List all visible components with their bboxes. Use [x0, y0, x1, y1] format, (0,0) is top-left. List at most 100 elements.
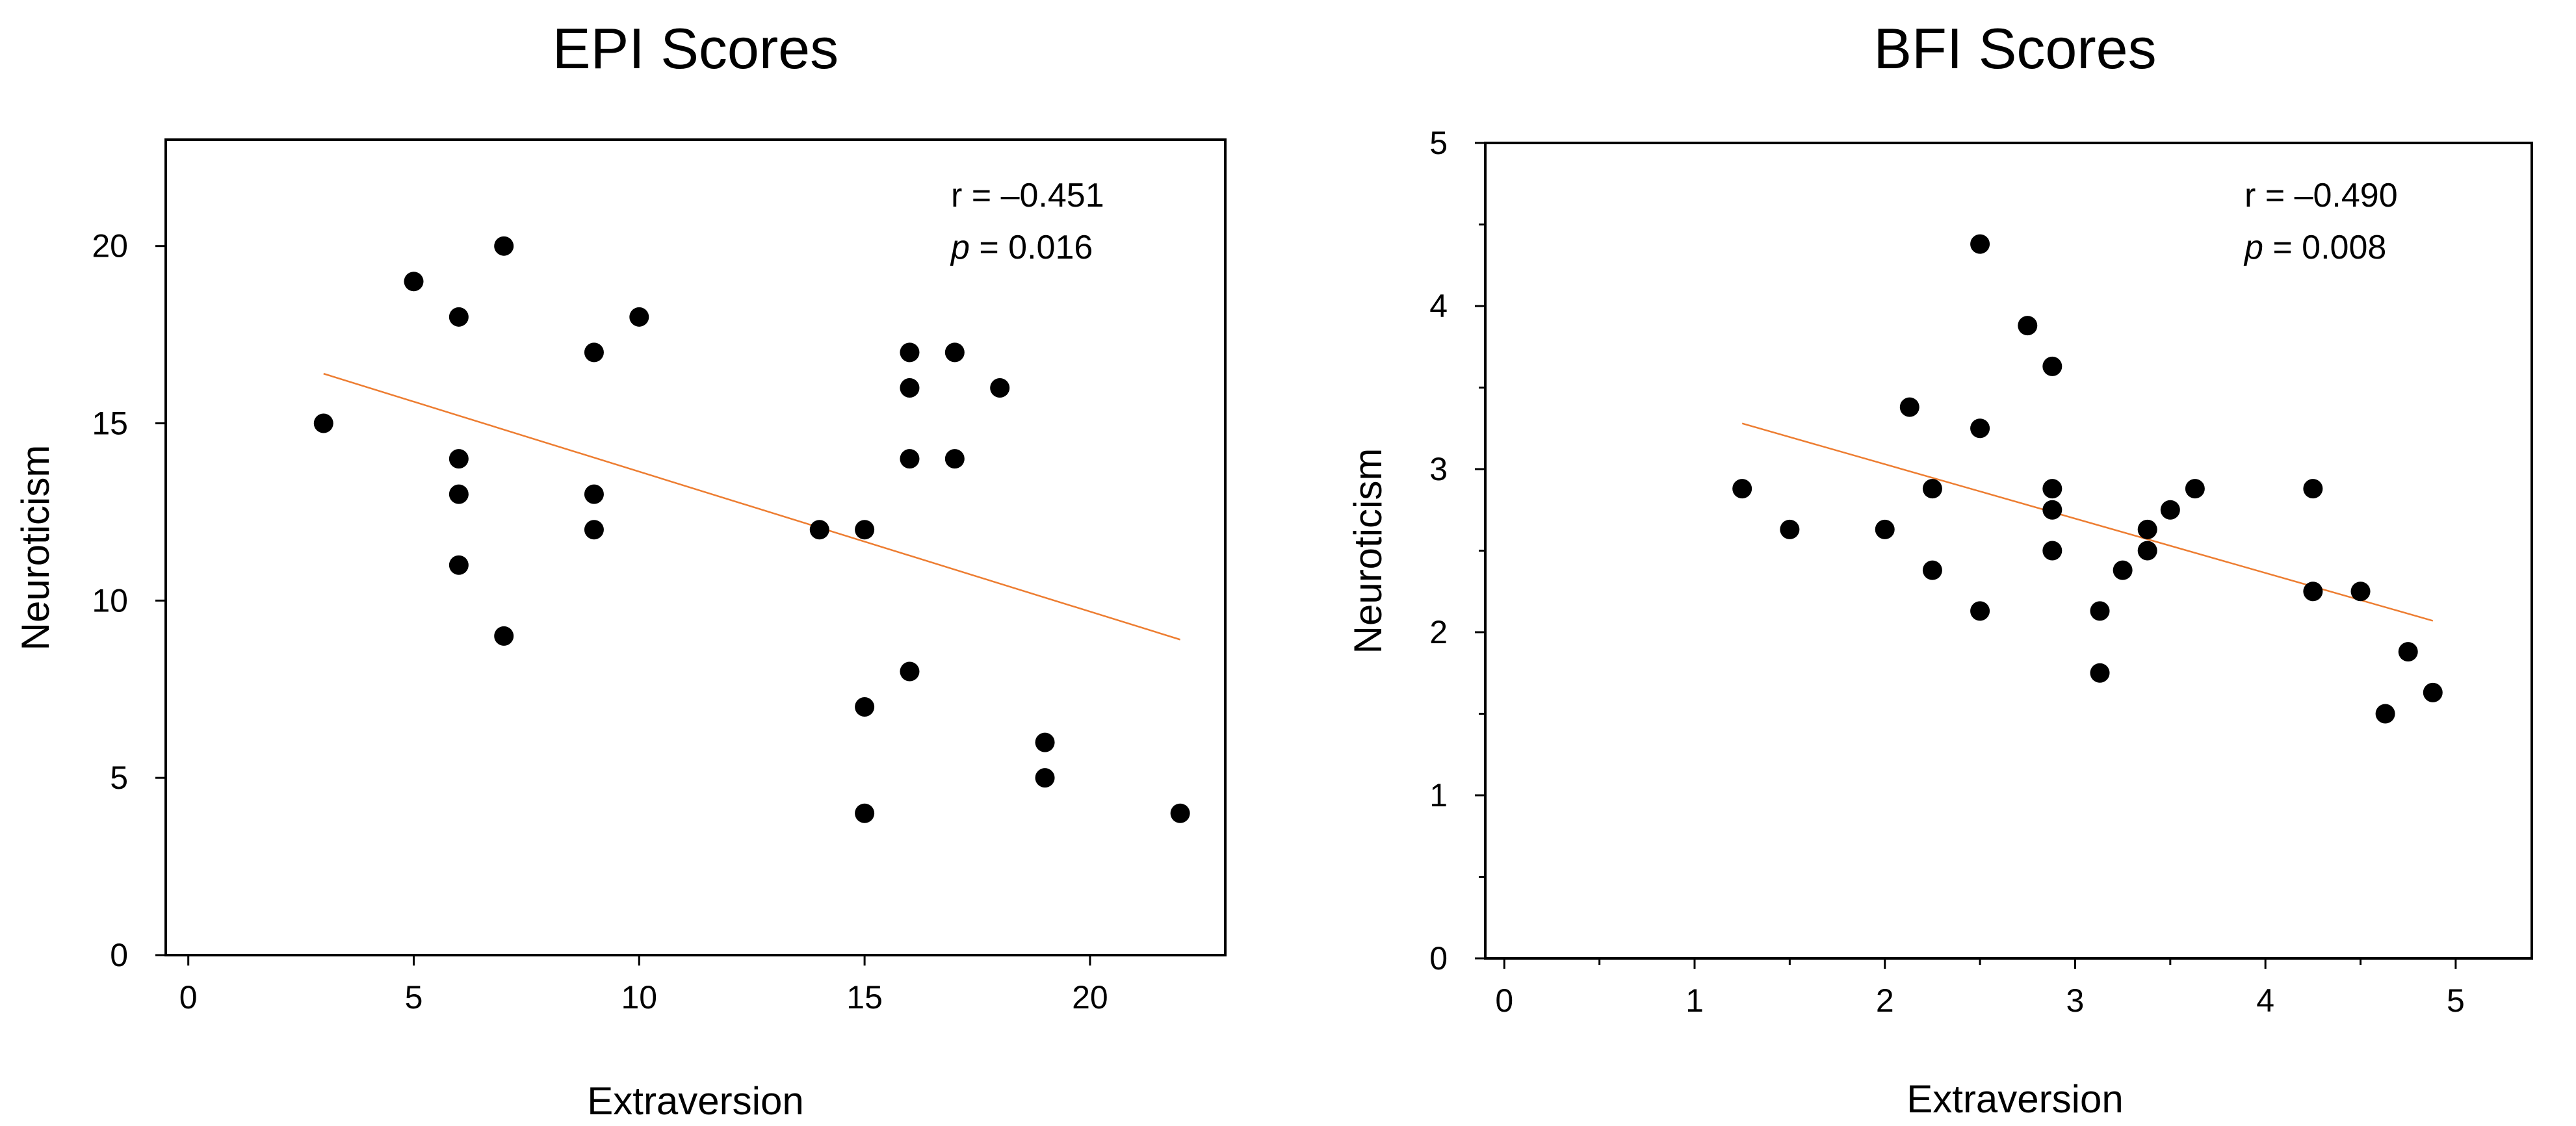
- bfi-x-tick-label: 3: [2066, 982, 2085, 1019]
- bfi-data-point: [2042, 479, 2062, 499]
- epi-data-point: [900, 661, 920, 682]
- epi-x-tick-label: 15: [846, 979, 883, 1016]
- bfi-p-value: = 0.008: [2263, 229, 2386, 266]
- epi-data-point: [900, 449, 920, 469]
- bfi-p-annotation: p = 0.008: [2243, 229, 2386, 266]
- bfi-data-point: [1970, 418, 1990, 439]
- bfi-y-tick-label: 2: [1429, 614, 1448, 650]
- epi-y-tick-label: 5: [110, 760, 128, 796]
- epi-trend-line: [323, 372, 1181, 641]
- bfi-data-point: [2160, 500, 2180, 520]
- bfi-data-point: [2137, 519, 2157, 539]
- epi-x-tick-label: 0: [179, 979, 198, 1016]
- bfi-x-axis: 0 1 2 3 4 5: [1495, 958, 2465, 1019]
- bfi-y-axis: 0 1 2 3 4 5: [1429, 125, 1485, 977]
- bfi-x-tick-label: 0: [1495, 982, 1513, 1019]
- epi-data-point: [1035, 768, 1055, 788]
- epi-y-axis: 0 5 10 15 20: [92, 228, 166, 973]
- epi-data-point: [1035, 732, 1055, 752]
- bfi-trend-line: [1741, 422, 2434, 622]
- bfi-points: [1732, 234, 2443, 724]
- bfi-data-point: [1922, 479, 1942, 499]
- epi-data-point: [584, 520, 604, 540]
- epi-data-point: [990, 377, 1010, 398]
- epi-p-annotation: p = 0.016: [950, 229, 1093, 266]
- bfi-data-point: [2042, 356, 2062, 376]
- epi-data-point: [629, 307, 649, 327]
- bfi-y-tick-label: 0: [1429, 940, 1448, 977]
- epi-y-tick-label: 0: [110, 937, 128, 973]
- epi-data-point: [855, 697, 875, 717]
- bfi-data-point: [1970, 601, 1990, 621]
- bfi-y-axis-label: Neuroticism: [1346, 448, 1390, 654]
- epi-x-axis: 0 5 10 15 20: [179, 955, 1108, 1016]
- epi-data-point: [944, 449, 965, 469]
- epi-y-tick-label: 20: [92, 228, 128, 264]
- bfi-data-point: [1899, 397, 1919, 417]
- bfi-y-tick-label: 5: [1429, 125, 1448, 161]
- epi-r-annotation: r = –0.451: [951, 177, 1104, 214]
- epi-data-point: [855, 803, 875, 823]
- bfi-r-annotation: r = –0.490: [2244, 177, 2398, 214]
- epi-plot-frame: [164, 138, 1227, 956]
- epi-x-tick-label: 20: [1072, 979, 1108, 1016]
- epi-data-point: [313, 413, 333, 433]
- epi-data-point: [584, 484, 604, 504]
- bfi-y-tick-label: 3: [1429, 451, 1448, 487]
- epi-x-axis-label: Extraversion: [587, 1079, 803, 1123]
- bfi-data-point: [1732, 479, 1752, 499]
- bfi-x-tick-label: 2: [1876, 982, 1894, 1019]
- bfi-data-point: [1780, 519, 1800, 539]
- epi-data-point: [584, 342, 604, 363]
- epi-points: [313, 236, 1190, 823]
- epi-y-tick-label: 15: [92, 405, 128, 442]
- epi-p-value: = 0.016: [970, 229, 1093, 266]
- epi-y-axis-label: Neuroticism: [14, 445, 57, 651]
- epi-y-tick-label: 10: [92, 582, 128, 619]
- epi-x-tick-label: 10: [621, 979, 657, 1016]
- bfi-data-point: [1875, 519, 1895, 539]
- epi-data-point: [900, 377, 920, 398]
- bfi-data-point: [2303, 582, 2323, 602]
- bfi-data-point: [2090, 601, 2110, 621]
- bfi-data-point: [2042, 541, 2062, 561]
- bfi-x-tick-label: 1: [1685, 982, 1704, 1019]
- bfi-data-point: [1922, 560, 1942, 580]
- bfi-data-point: [2018, 316, 2038, 336]
- bfi-data-point: [2137, 541, 2157, 561]
- epi-data-point: [1170, 803, 1190, 823]
- epi-chart-title: EPI Scores: [553, 16, 839, 81]
- bfi-data-point: [2303, 479, 2323, 499]
- bfi-data-point: [2375, 704, 2395, 724]
- epi-p-label: p: [950, 229, 970, 266]
- bfi-data-point: [2090, 663, 2110, 683]
- bfi-chart: BFI Scores 0 1 2 3 4 5 0 1 2 3 4 5 r = –0.490 p = …: [1346, 16, 2533, 1121]
- bfi-data-point: [2398, 642, 2418, 662]
- epi-data-point: [809, 520, 829, 540]
- bfi-x-axis-label: Extraversion: [1906, 1077, 2123, 1121]
- bfi-chart-title: BFI Scores: [1873, 16, 2156, 81]
- bfi-data-point: [2423, 682, 2443, 702]
- epi-data-point: [494, 236, 514, 256]
- epi-data-point: [449, 484, 469, 504]
- epi-x-tick-label: 5: [405, 979, 423, 1016]
- bfi-x-tick-label: 5: [2447, 982, 2465, 1019]
- bfi-data-point: [2185, 479, 2205, 499]
- bfi-y-tick-label: 4: [1429, 288, 1448, 324]
- epi-data-point: [855, 520, 875, 540]
- epi-data-point: [900, 342, 920, 363]
- epi-data-point: [449, 555, 469, 575]
- epi-data-point: [494, 626, 514, 646]
- epi-data-point: [404, 272, 424, 292]
- epi-data-point: [449, 449, 469, 469]
- bfi-data-point: [2042, 500, 2062, 520]
- bfi-data-point: [1970, 234, 1990, 254]
- bfi-p-label: p: [2243, 229, 2263, 266]
- bfi-data-point: [2113, 560, 2133, 580]
- epi-data-point: [944, 342, 965, 363]
- bfi-y-tick-label: 1: [1429, 777, 1448, 813]
- bfi-data-point: [2350, 582, 2371, 602]
- epi-data-point: [449, 307, 469, 327]
